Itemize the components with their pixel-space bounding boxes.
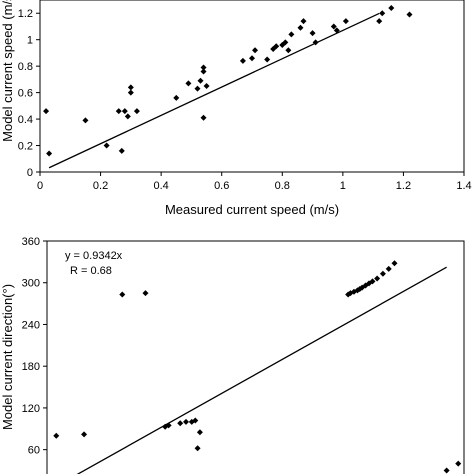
speed-data-point [273,43,280,50]
speed-data-point [252,47,259,54]
direction-data-point [81,431,88,438]
direction-plot-area [46,240,465,474]
speed-data-point [115,108,122,115]
speed-data-point [288,31,295,38]
direction-data-point [192,417,199,424]
direction-data-point [196,429,203,436]
speed-plot-area [39,0,465,173]
speed-data-point [200,68,207,75]
speed-data-point [200,64,207,71]
speed-x-axis-ticks: 0 0.2 0.4 0.6 0.8 1 1.2 1.4 [37,172,472,192]
speed-data-point [379,10,386,17]
direction-y-tick-label: 300 [22,278,40,290]
speed-y-axis-label: Model current speed (m/s) [0,0,15,142]
speed-x-tick-label: 1.4 [456,180,471,192]
speed-y-axis-ticks: 0 0.2 0.4 0.6 0.8 1 1.2 [18,8,40,179]
direction-data-points [53,260,462,474]
speed-data-point [300,18,307,25]
speed-data-point [173,94,180,101]
direction-data-point [119,291,126,298]
direction-y-axis-label: Model current direction(°) [0,284,15,430]
speed-scatter-chart: 0 0.2 0.4 0.6 0.8 1 1.2 0 0.2 0.4 0.6 0.8 1 1.2 1.4 M… [0,0,472,217]
speed-x-axis-label: Measured current speed (m/s) [165,202,339,217]
direction-y-axis-ticks: 60 120 180 240 300 360 [22,236,47,457]
speed-x-tick-label: 0.8 [275,180,290,192]
direction-data-point [385,265,392,272]
direction-data-point [177,420,184,427]
speed-y-tick-label: 1.2 [18,8,33,20]
direction-equation-label: y = 0.9342x [65,250,123,262]
speed-y-tick-label: 0.6 [18,88,33,100]
speed-data-point [43,108,50,115]
direction-data-point [194,445,201,452]
speed-data-point [133,108,140,115]
direction-y-tick-label: 60 [28,445,40,457]
direction-scatter-chart: 60 120 180 240 300 360 y = 0.9342x R = 0.68 M… [0,236,465,474]
speed-x-tick-label: 0.2 [93,180,108,192]
speed-trendline [48,12,380,169]
speed-data-point [127,84,134,91]
direction-data-point [183,418,189,425]
speed-data-point [282,39,289,46]
speed-data-point [309,30,316,37]
speed-data-point [376,18,383,25]
direction-data-point [369,278,376,285]
speed-y-tick-label: 0 [27,167,33,179]
speed-y-tick-label: 0.2 [18,141,33,153]
direction-data-point [142,290,149,297]
speed-y-tick-label: 1 [27,35,33,47]
speed-data-point [194,85,201,92]
speed-data-point [103,142,110,149]
speed-data-point [285,47,292,54]
speed-data-point [330,23,337,30]
direction-y-tick-label: 240 [22,319,40,331]
direction-data-point [53,432,60,439]
direction-y-tick-label: 120 [22,403,40,415]
speed-data-point [249,55,255,62]
speed-x-tick-label: 0.4 [153,180,168,192]
speed-data-point [264,56,271,63]
direction-data-point [443,467,450,474]
speed-data-point [333,27,340,34]
speed-x-tick-label: 1.2 [396,180,411,192]
direction-y-tick-label: 180 [22,361,40,373]
speed-data-point [342,18,349,25]
speed-x-tick-label: 0.6 [214,180,229,192]
speed-data-point [118,147,125,154]
direction-y-tick-label: 360 [22,236,40,248]
direction-data-point [455,460,462,467]
speed-data-points [43,4,413,157]
speed-data-point [406,11,413,18]
direction-data-point [379,270,386,277]
speed-data-point [121,108,128,115]
speed-data-point [388,4,395,11]
direction-data-point [374,275,381,282]
speed-data-point [185,80,192,87]
direction-data-point [391,260,398,267]
speed-y-tick-label: 0.4 [18,114,33,126]
speed-data-point [127,89,134,96]
speed-x-tick-label: 1 [340,180,346,192]
speed-data-point [297,24,304,31]
speed-x-tick-label: 0 [37,180,43,192]
speed-data-point [203,83,210,89]
speed-data-point [124,113,131,120]
speed-data-point [82,117,89,124]
speed-data-point [200,114,207,121]
direction-r-label: R = 0.68 [70,265,112,277]
direction-trendline [76,266,447,474]
speed-data-point [46,150,53,157]
speed-data-point [239,57,246,64]
speed-y-tick-label: 0.8 [18,61,33,73]
speed-data-point [197,77,204,84]
